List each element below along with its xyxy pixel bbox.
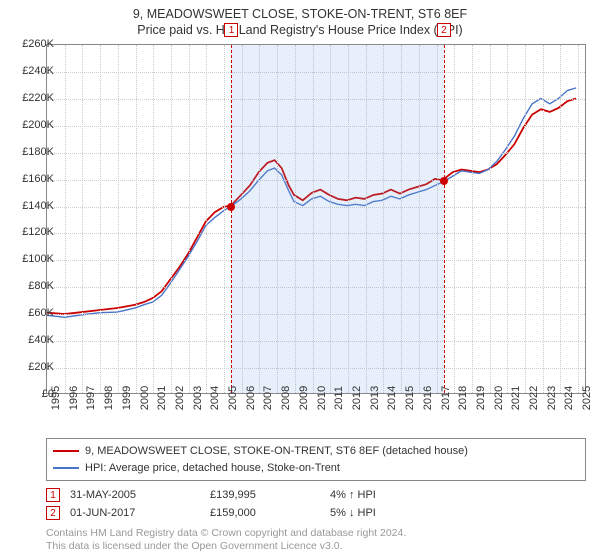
y-axis-label: £160K: [6, 173, 54, 185]
chart-title-block: 9, MEADOWSWEET CLOSE, STOKE-ON-TRENT, ST…: [0, 0, 600, 39]
sale-marker-badge: 2: [437, 23, 451, 37]
y-axis-label: £140K: [6, 200, 54, 212]
gridline-v: [153, 45, 154, 393]
gridline-v: [543, 45, 544, 393]
sale-row: 1 31-MAY-2005 £139,995 4% ↑ HPI: [46, 486, 586, 504]
x-axis-label: 2025: [581, 386, 593, 410]
x-axis-label: 2006: [245, 386, 257, 410]
gridline-v: [472, 45, 473, 393]
x-axis-label: 2018: [457, 386, 469, 410]
gridline-v: [507, 45, 508, 393]
y-axis-label: £220K: [6, 92, 54, 104]
x-axis-label: 1998: [103, 386, 115, 410]
x-axis-label: 2000: [139, 386, 151, 410]
x-axis-label: 2008: [280, 386, 292, 410]
ownership-shade: [231, 45, 443, 393]
gridline-v: [118, 45, 119, 393]
footer-line2: This data is licensed under the Open Gov…: [46, 540, 586, 553]
x-axis-label: 2001: [156, 386, 168, 410]
sale-row-price: £159,000: [210, 507, 320, 519]
sale-row-hpi: 5% ↓ HPI: [330, 507, 450, 519]
y-axis-label: £100K: [6, 253, 54, 265]
sale-marker-dot: [440, 177, 448, 185]
y-axis-label: £200K: [6, 119, 54, 131]
gridline-v: [100, 45, 101, 393]
price-history-chart: 9, MEADOWSWEET CLOSE, STOKE-ON-TRENT, ST…: [0, 0, 600, 560]
legend-swatch: [53, 467, 79, 469]
sale-row-hpi: 4% ↑ HPI: [330, 489, 450, 501]
legend-label: 9, MEADOWSWEET CLOSE, STOKE-ON-TRENT, ST…: [85, 443, 468, 460]
x-axis-label: 1997: [85, 386, 97, 410]
x-axis-label: 2002: [174, 386, 186, 410]
x-axis-label: 2020: [493, 386, 505, 410]
y-axis-label: £60K: [6, 307, 54, 319]
gridline-v: [171, 45, 172, 393]
legend-item: HPI: Average price, detached house, Stok…: [53, 460, 579, 477]
sale-row-date: 31-MAY-2005: [70, 489, 200, 501]
legend-swatch: [53, 450, 79, 452]
x-axis-label: 2003: [192, 386, 204, 410]
x-axis-label: 2011: [333, 386, 345, 410]
x-axis-label: 2010: [316, 386, 328, 410]
x-axis-label: 2007: [262, 386, 274, 410]
y-axis-label: £0: [6, 388, 54, 400]
x-axis-label: 1999: [121, 386, 133, 410]
gridline-v: [490, 45, 491, 393]
x-axis-label: 2024: [563, 386, 575, 410]
sale-marker-dot: [227, 203, 235, 211]
x-axis-label: 1995: [50, 386, 62, 410]
sale-marker-line: [231, 45, 232, 393]
footer-attribution: Contains HM Land Registry data © Crown c…: [46, 527, 586, 553]
sale-row: 2 01-JUN-2017 £159,000 5% ↓ HPI: [46, 504, 586, 522]
gridline-v: [82, 45, 83, 393]
x-axis-label: 2023: [546, 386, 558, 410]
gridline-v: [454, 45, 455, 393]
y-axis-label: £40K: [6, 334, 54, 346]
legend-item: 9, MEADOWSWEET CLOSE, STOKE-ON-TRENT, ST…: [53, 443, 579, 460]
gridline-v: [578, 45, 579, 393]
gridline-v: [224, 45, 225, 393]
y-axis-label: £120K: [6, 226, 54, 238]
x-axis-label: 2009: [298, 386, 310, 410]
y-axis-label: £80K: [6, 280, 54, 292]
chart-title-line2: Price paid vs. HM Land Registry's House …: [0, 22, 600, 38]
sale-row-badge: 1: [46, 488, 60, 502]
legend-box: 9, MEADOWSWEET CLOSE, STOKE-ON-TRENT, ST…: [46, 438, 586, 481]
x-axis-label: 2014: [386, 386, 398, 410]
y-axis-label: £20K: [6, 361, 54, 373]
gridline-v: [560, 45, 561, 393]
gridline-v: [65, 45, 66, 393]
sale-marker-badge: 1: [224, 23, 238, 37]
gridline-v: [136, 45, 137, 393]
sale-row-price: £139,995: [210, 489, 320, 501]
y-axis-label: £180K: [6, 146, 54, 158]
gridline-v: [189, 45, 190, 393]
x-axis-label: 1996: [68, 386, 80, 410]
x-axis-label: 2022: [528, 386, 540, 410]
gridline-v: [206, 45, 207, 393]
sale-marker-line: [444, 45, 445, 393]
plot-area: 12: [46, 44, 586, 394]
footer-line1: Contains HM Land Registry data © Crown c…: [46, 527, 586, 540]
legend-label: HPI: Average price, detached house, Stok…: [85, 460, 340, 477]
gridline-v: [525, 45, 526, 393]
x-axis-label: 2005: [227, 386, 239, 410]
x-axis-label: 2021: [510, 386, 522, 410]
x-axis-label: 2015: [404, 386, 416, 410]
x-axis-label: 2017: [440, 386, 452, 410]
x-axis-label: 2013: [369, 386, 381, 410]
sale-row-date: 01-JUN-2017: [70, 507, 200, 519]
sale-row-badge: 2: [46, 506, 60, 520]
x-axis-label: 2019: [475, 386, 487, 410]
x-axis-label: 2004: [209, 386, 221, 410]
x-axis-label: 2012: [351, 386, 363, 410]
y-axis-label: £240K: [6, 65, 54, 77]
x-axis-label: 2016: [422, 386, 434, 410]
chart-title-line1: 9, MEADOWSWEET CLOSE, STOKE-ON-TRENT, ST…: [0, 6, 600, 22]
sale-rows: 1 31-MAY-2005 £139,995 4% ↑ HPI 2 01-JUN-2017…: [46, 486, 586, 522]
y-axis-label: £260K: [6, 38, 54, 50]
